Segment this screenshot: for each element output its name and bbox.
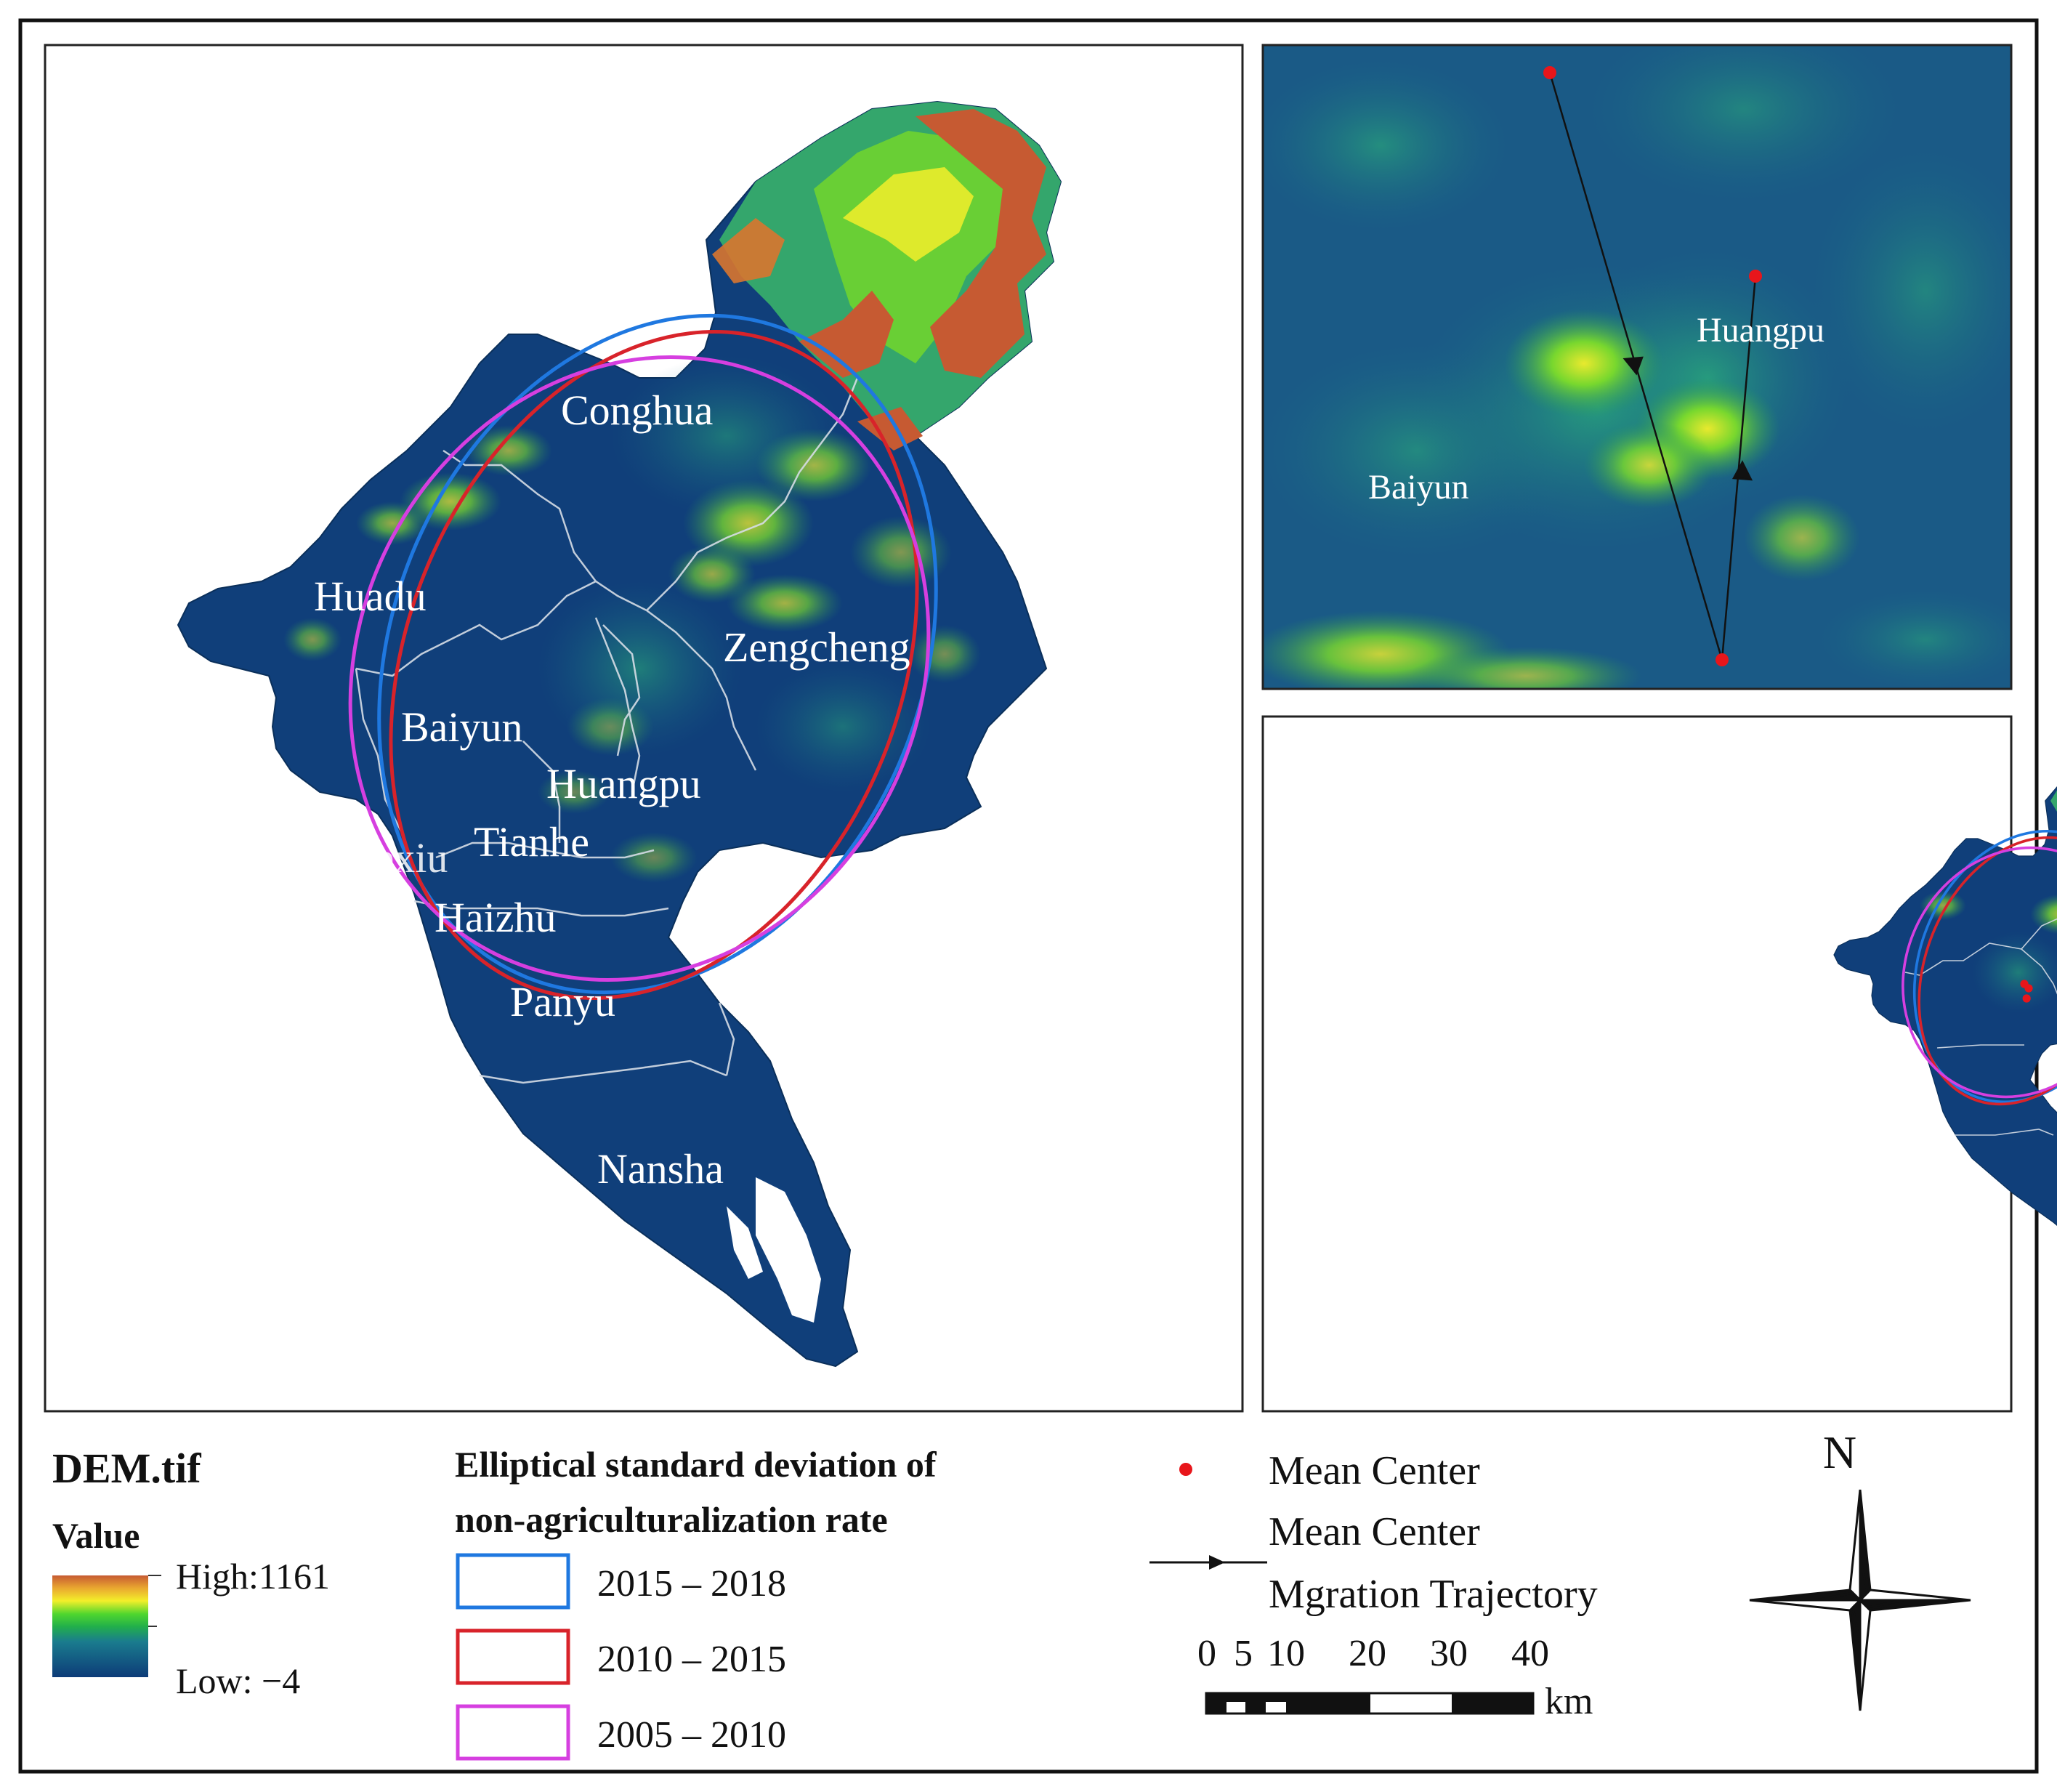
label-baiyun: Baiyun (401, 703, 523, 751)
period-legend-label: 2015 – 2018 (597, 1563, 786, 1605)
ellipse-2005-2010 (348, 355, 931, 982)
period-legend: 2015 – 2018 2010 – 2015 2005 – 2010 (456, 1553, 786, 1761)
ellipse-legend-title-2: non-agriculturalization rate (455, 1499, 888, 1540)
zoom-label-huangpu: Huangpu (1697, 311, 1824, 350)
mean-centers (1543, 66, 1762, 666)
label-panyu: Panyu (510, 978, 615, 1025)
mean-center-point (1715, 653, 1729, 666)
scale-tick-label: 30 (1430, 1633, 1468, 1674)
label-yuexiu: Yuexiu (328, 834, 448, 881)
label-huadu: Huadu (314, 573, 427, 620)
ellipses (348, 313, 938, 1000)
district-labels: Conghua Huadu Zengcheng Baiyun Huangpu T… (299, 387, 910, 1192)
ellipse-2015-2018 (377, 313, 938, 995)
label-liwan: Liwan (299, 894, 407, 941)
zoom-label-baiyun: Baiyun (1368, 468, 1469, 506)
scale-tick-label: 10 (1267, 1633, 1305, 1674)
scale-tick-label: 40 (1511, 1633, 1549, 1674)
label-zengcheng: Zengcheng (723, 623, 910, 671)
north-arrow-label: N (1823, 1426, 1856, 1478)
overview-map-panel (1261, 715, 2057, 1413)
period-legend-label: 2010 – 2015 (597, 1639, 786, 1680)
overview-map-frame (1261, 715, 2013, 1413)
scale-tick-label: 20 (1349, 1633, 1386, 1674)
scale-bar: 0 5 10 20 30 40 km (1197, 1633, 1593, 1722)
trajectory-legend-label-1: Mean Center (1269, 1509, 1480, 1554)
period-legend-swatch (456, 1704, 570, 1761)
overview-mean-centers (2020, 980, 2033, 1003)
dem-legend-title: DEM.tif (52, 1445, 201, 1492)
period-legend-swatch (456, 1553, 570, 1610)
dem-high-label: High:1161 (176, 1556, 330, 1597)
migration-trajectory (1548, 72, 1757, 661)
ellipse-2010-2015 (389, 330, 919, 1000)
trajectory-legend-arrow (1209, 1555, 1225, 1570)
dem-color-ramp (52, 1575, 148, 1677)
label-nansha: Nansha (597, 1145, 724, 1192)
district-boundaries (355, 377, 859, 1084)
label-tianhe: Tianhe (474, 818, 589, 865)
terrain-texture (283, 102, 1061, 1323)
scale-tick-label: 0 (1197, 1633, 1216, 1674)
scale-tick-label: 5 (1234, 1633, 1253, 1674)
label-huangpu: Huangpu (546, 760, 701, 807)
zoom-map-panel: Huangpu Baiyun (1261, 44, 2013, 690)
ellipse-legend-title-1: Elliptical standard deviation of (455, 1444, 937, 1485)
mean-center-point (1543, 66, 1556, 79)
label-conghua: Conghua (561, 387, 713, 434)
overview-map-content (1833, 786, 2057, 1226)
trajectory-legend-label-2: Mgration Trajectory (1269, 1572, 1598, 1617)
period-legend-swatch (456, 1628, 570, 1685)
trajectory-arrow-2 (1731, 460, 1753, 481)
scale-unit-label: km (1545, 1681, 1593, 1722)
mean-center-point (1749, 270, 1762, 283)
trajectory-arrow-1 (1622, 356, 1644, 376)
dem-value-label: Value (52, 1515, 140, 1556)
legend: DEM.tif Value High:1161 Low: −4 Elliptic… (52, 1426, 1971, 1761)
period-legend-label: 2005 – 2010 (597, 1714, 786, 1756)
label-haizhu: Haizhu (435, 894, 557, 941)
mean-center-legend-dot (1179, 1463, 1192, 1476)
zoom-map-frame (1261, 44, 2013, 690)
north-arrow: N (1749, 1426, 1971, 1711)
main-map-panel: Conghua Huadu Zengcheng Baiyun Huangpu T… (44, 44, 1244, 1413)
mean-center-legend-label: Mean Center (1269, 1448, 1480, 1493)
dem-low-label: Low: −4 (176, 1660, 300, 1701)
